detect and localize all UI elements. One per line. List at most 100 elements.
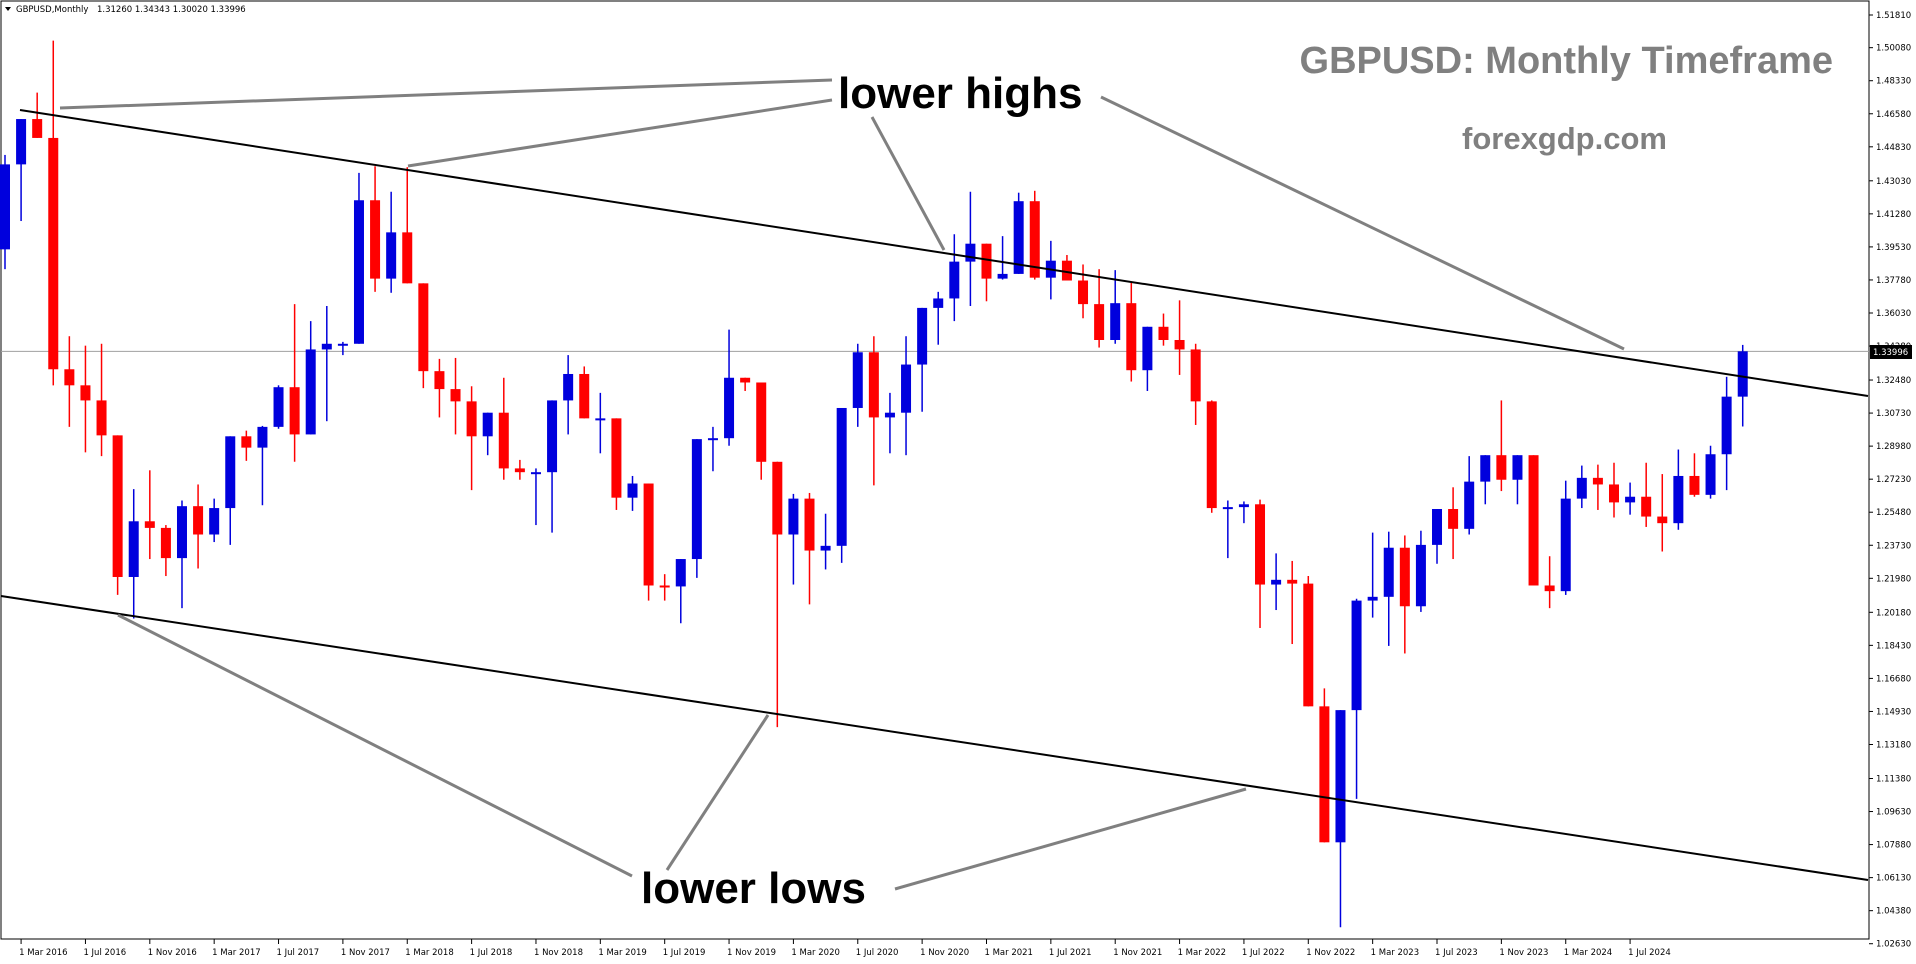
y-tick-label: 1.20180 [1876,608,1911,618]
candle-body-bullish [1512,455,1523,480]
y-tick-label: 1.32480 [1876,376,1911,386]
candle-body-bullish [1335,710,1346,843]
candle-body-bearish [1078,280,1089,305]
header-dropdown-icon[interactable] [5,7,11,11]
y-tick-label: 1.44830 [1876,143,1911,153]
candle [1705,445,1716,499]
candle [707,426,718,472]
candle [1383,531,1394,646]
x-tick-label: 1 Nov 2016 [148,948,197,958]
candle-body-bullish [1560,498,1571,592]
candle-body-bearish [1126,303,1137,371]
candle-body-bearish [1609,484,1619,503]
candle [1287,560,1298,645]
x-tick-label: 1 Jul 2017 [277,948,320,958]
x-tick-label: 1 Mar 2023 [1371,948,1419,958]
candle [144,470,155,560]
candle [740,377,751,391]
x-tick-label: 1 Mar 2019 [598,948,646,958]
candle-body-bearish [193,506,204,535]
candle-body-bullish [386,232,397,279]
candle [1029,190,1040,280]
candle-body-bearish [160,527,171,559]
candle-body-bearish [1190,349,1201,402]
candle [466,386,477,491]
candle-body-bullish [836,407,847,546]
lower-highs-pointer-2 [407,98,833,168]
candle-body-bearish [1448,509,1459,529]
candle-body-bullish [353,200,364,344]
candle-body-bearish [1641,496,1652,517]
candle [643,483,654,601]
candle [1319,688,1330,843]
candle [1512,455,1523,505]
y-tick-label: 1.28980 [1876,442,1911,452]
candle-body-bullish [852,352,863,408]
y-tick-label: 1.18430 [1876,641,1911,651]
candle-body-bullish [128,521,139,577]
candle-body-bullish [176,506,187,559]
candle [1480,455,1491,505]
candle [418,283,429,389]
x-tick-label: 1 Jul 2021 [1049,948,1092,958]
candle [917,307,928,412]
x-tick-label: 1 Jul 2016 [83,948,126,958]
lower-lows-label: lower lows [641,864,866,913]
candle [289,304,300,462]
candle [1190,343,1201,425]
candle [1142,326,1153,391]
candle [1206,400,1217,513]
x-tick-label: 1 Nov 2017 [341,948,390,958]
lower-highs-pointer-3 [870,116,946,251]
candle [563,355,574,435]
candle [1078,264,1089,319]
candle-body-bullish [1576,477,1587,499]
y-tick-label: 1.46580 [1876,110,1911,120]
candle [1721,376,1732,491]
y-tick-label: 1.09630 [1876,808,1911,818]
candle-body-bearish [144,521,155,528]
candle [1415,530,1426,612]
candle-body-bearish [1399,547,1410,607]
candle-body-bearish [868,352,879,418]
candle-body-bearish [466,401,477,437]
candle [1448,487,1459,560]
candle [209,498,220,543]
candle [1464,456,1475,535]
candle-body-bearish [1158,326,1169,340]
candle-body-bullish [691,439,702,560]
candle-body-bullish [482,412,493,437]
header-ohlc-label: 1.31260 1.34343 1.30020 1.33996 [97,5,246,15]
candle [1528,455,1539,586]
y-tick-label: 1.07880 [1876,841,1911,851]
candle-body-bullish [595,418,606,421]
candle-body-bullish [1271,579,1282,585]
candle [1174,300,1185,375]
candle-body-bullish [1222,507,1233,510]
candle-body-bearish [48,137,59,370]
lower-lows-pointer-2 [665,714,770,871]
candle-body-bullish [884,412,895,418]
candle-body-bullish [901,364,912,413]
candle [1255,499,1266,628]
candle-body-bullish [0,164,10,250]
watermark-site: forexgdp.com [1462,121,1667,156]
x-axis: 1 Mar 2016 1 Jul 2016 1 Nov 2016 1 Mar 2017… [19,939,1671,958]
candle-body-bullish [1480,455,1491,482]
candle-body-bearish [1689,475,1700,495]
candle-body-bullish [305,349,316,435]
y-tick-label: 1.30730 [1876,409,1911,419]
candle-body-bullish [1110,303,1121,340]
lower-highs-label: lower highs [838,69,1082,118]
candle-body-bullish [1625,496,1636,503]
candle-body-bearish [1255,504,1266,585]
candle-body-bullish [16,119,27,165]
candle [788,493,799,585]
candle-body-bullish [1142,326,1153,371]
y-tick-label: 1.48330 [1876,77,1911,87]
lower-lows-pointer-1 [117,613,633,878]
x-tick-label: 1 Mar 2024 [1564,948,1612,958]
candle [128,489,139,619]
y-tick-label: 1.25480 [1876,508,1911,518]
x-tick-label: 1 Jul 2024 [1628,948,1671,958]
